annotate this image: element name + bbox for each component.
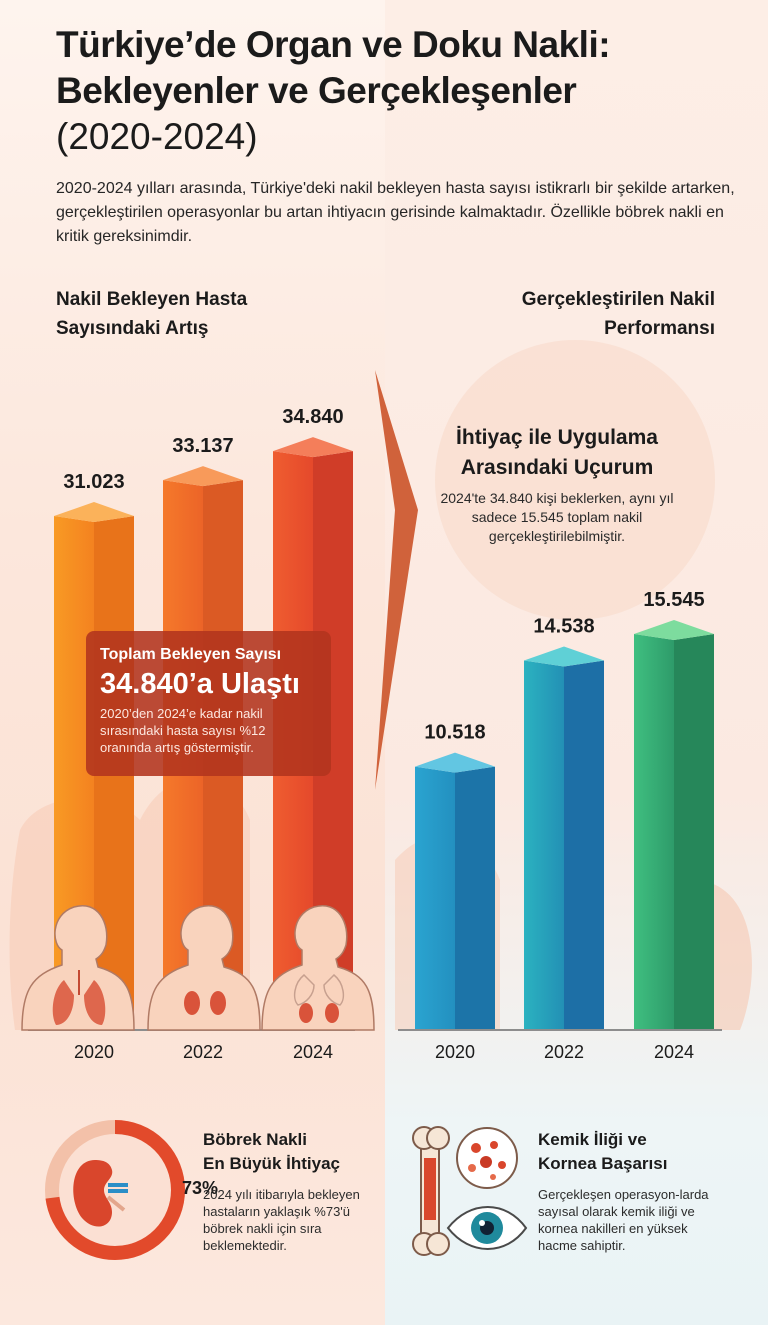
kidney-card-heading-1: Böbrek Nakli [203,1130,307,1149]
title-line-2: Bekleyenler ve Gerçekleşenler [56,70,577,111]
callout-text: 2020’den 2024’e kadar nakil sırasındaki … [100,706,266,755]
bone-icon [412,1126,450,1256]
marrow-card: Kemik İliği ve Kornea Başarısı Gerçekleş… [538,1128,728,1254]
kidney-percent-label: 73% [182,1178,219,1198]
divider-chevron [375,370,418,790]
right-section-title: Gerçekleştirilen Nakil Performansı [521,289,715,339]
marrow-card-heading-2: Kornea Başarısı [538,1154,668,1173]
performed-category-label-2022: 2022 [544,1042,584,1062]
performed-value-label-2020: 10.518 [424,722,485,744]
intro-paragraph: 2020-2024 yılları arasında, Türkiye'deki… [56,180,735,245]
performed-bar-2020 [415,752,495,1030]
performed-value-label-2024: 15.545 [643,589,704,611]
lungs-kidney-torso-icon [261,904,375,1031]
eye-icon [446,1206,528,1250]
performed-category-label-2024: 2024 [654,1042,694,1062]
title-line-1: Türkiye’de Organ ve Doku Nakli: [56,24,611,65]
kidney-torso-icon [147,904,261,1031]
waiting-category-label-2020: 2020 [74,1042,114,1062]
ring-progress [45,1120,185,1260]
kidney-icon [73,1160,128,1227]
performed-bar-2024 [634,620,714,1030]
gap-heading: İhtiyaç ile Uygulama Arasındaki Uçurum [456,426,658,479]
waiting-value-label-2024: 34.840 [282,406,343,428]
performed-bar-2022 [524,646,604,1030]
callout-big-number: 34.840’a Ulaştı [100,668,300,700]
callout-heading: Toplam Bekleyen Sayısı [100,646,282,663]
bg-circle [435,340,715,620]
page-title: Türkiye’de Organ ve Doku Nakli: Bekleyen… [56,22,746,114]
performed-bars: 10.518 2020 14.538 2022 15.545 2024 [415,589,714,1062]
performed-value-label-2022: 14.538 [533,616,594,638]
total-waiting-callout: Toplam Bekleyen Sayısı 34.840’a Ulaştı 2… [86,631,331,776]
kidney-card-heading-2: En Büyük İhtiyaç [203,1154,340,1173]
kidney-ring-chart [45,1120,185,1260]
gap-text: 2024'te 34.840 kişi beklerken, aynı yıl … [440,490,674,544]
waiting-category-label-2024: 2024 [293,1042,333,1062]
lungs-torso-icon [21,904,135,1031]
waiting-category-label-2022: 2022 [183,1042,223,1062]
waiting-value-label-2020: 31.023 [63,471,124,493]
kidney-card: Böbrek Nakli En Büyük İhtiyaç 2024 yılı … [203,1128,378,1254]
marrow-card-text: Gerçekleşen operasyon-larda sayısal olar… [538,1187,709,1253]
marrow-card-heading-1: Kemik İliği ve [538,1130,647,1149]
kidney-card-text: 2024 yılı itibarıyla bekleyen hastaların… [203,1187,360,1253]
waiting-value-label-2022: 33.137 [172,435,233,457]
left-section-title: Nakil Bekleyen Hasta Sayısındaki Artış [56,289,248,339]
performed-category-label-2020: 2020 [435,1042,475,1062]
title-years: (2020-2024) [56,116,258,157]
marrow-cells-icon [456,1127,518,1189]
